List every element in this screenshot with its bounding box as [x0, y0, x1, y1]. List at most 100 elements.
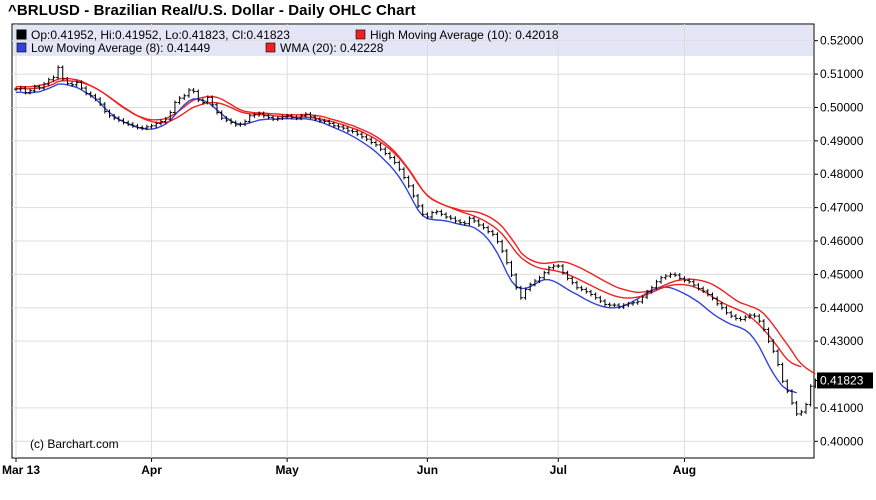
ohlc-bar	[177, 96, 182, 105]
ohlc-bar	[453, 216, 458, 223]
ohlc-bar	[584, 287, 589, 294]
ohlc-bar	[261, 111, 266, 118]
ohlc-bar	[579, 285, 584, 292]
ohlc-bar	[710, 292, 715, 301]
ohlc-bar	[205, 95, 210, 105]
ohlc-bar	[88, 91, 93, 98]
ohlc-bar	[696, 283, 701, 291]
ohlc-bar	[532, 279, 537, 287]
ohlc-bar	[785, 379, 790, 394]
ohlc-bar	[687, 278, 692, 284]
ohlc-bar	[481, 222, 486, 230]
y-tick-label: 0.41000	[820, 401, 864, 415]
ohlc-bar	[668, 272, 673, 279]
ohlc-bar	[233, 120, 238, 127]
y-tick-label: 0.49000	[820, 134, 864, 148]
copyright-text: (c) Barchart.com	[30, 437, 119, 451]
ohlc-bar	[537, 275, 542, 284]
ohlc-bar	[37, 84, 42, 91]
last-price-box	[817, 372, 873, 389]
ohlc-bar	[476, 218, 481, 227]
y-tick-label: 0.40000	[820, 434, 864, 448]
ohlc-bar	[224, 116, 229, 123]
ohlc-bar	[397, 160, 402, 172]
ohlc-bar	[107, 109, 112, 118]
ohlc-bar	[640, 295, 645, 304]
ohlc-bar	[705, 289, 710, 297]
ohlc-bar	[345, 126, 350, 133]
ohlc-bar	[322, 118, 327, 124]
ohlc-bar	[140, 125, 145, 131]
ohlc-bar	[602, 299, 607, 307]
ohlc-bar	[808, 384, 813, 407]
ohlc-bar	[504, 249, 509, 265]
ohlc-bar	[617, 303, 622, 310]
ohlc-bar	[238, 122, 243, 127]
ohlc-bar	[93, 93, 98, 102]
ohlc-bar	[645, 289, 650, 300]
ohlc-bar	[729, 310, 734, 319]
ohlc-bar	[51, 75, 56, 82]
ohlc-bar	[285, 113, 290, 119]
ohlc-bar	[163, 117, 168, 124]
ohlc-bar	[631, 300, 636, 306]
ohlc-bar	[158, 119, 163, 126]
ohlc-bar	[130, 122, 135, 128]
ohlc-bar	[738, 316, 743, 322]
ohlc-bar	[565, 270, 570, 281]
ohlc-bar	[378, 142, 383, 152]
ohlc-bar	[635, 299, 640, 305]
ohlc-bar	[383, 147, 388, 156]
ohlc-bar	[257, 111, 262, 117]
ohlc-bar	[771, 339, 776, 354]
ohlc-bar	[654, 279, 659, 290]
legend-swatch-ohlc	[16, 29, 27, 40]
ohlc-bar	[28, 88, 33, 95]
ohlc-bar	[551, 264, 556, 270]
ohlc-bar	[509, 260, 514, 278]
ohlc-bar	[691, 279, 696, 288]
ohlc-bar	[462, 220, 467, 226]
ohlc-bar	[724, 305, 729, 315]
ohlc-bar	[359, 132, 364, 139]
legend-swatch-low-ma	[16, 42, 27, 53]
ohlc-bar	[518, 285, 523, 300]
ohlc-bar	[23, 86, 28, 95]
x-tick-label: Jun	[417, 463, 438, 477]
ohlc-bar	[715, 296, 720, 306]
ohlc-bar	[673, 272, 678, 278]
legend-wma: WMA (20): 0.42228	[280, 41, 384, 55]
ohlc-bar	[215, 102, 220, 115]
ohlc-bar	[355, 129, 360, 137]
ohlc-bar	[780, 362, 785, 384]
ohlc-bar	[560, 264, 565, 275]
y-tick-label: 0.51000	[820, 67, 864, 81]
last-price-marker: 0.41823	[817, 372, 873, 389]
last-price-label: 0.41823	[820, 373, 864, 387]
ohlc-bar	[317, 117, 322, 123]
ohlc-bar	[588, 289, 593, 297]
ohlc-bar	[336, 123, 341, 129]
ohlc-bar	[663, 274, 668, 280]
ohlc-bar	[804, 402, 808, 414]
series-line-2	[15, 80, 802, 368]
ohlc-bar	[677, 273, 682, 281]
y-tick-label: 0.45000	[820, 267, 864, 281]
ohlc-bar	[327, 119, 332, 126]
ohlc-bar	[593, 292, 598, 300]
ohlc-bar	[149, 123, 154, 129]
ohlc-bar	[46, 77, 51, 87]
legend-swatch-high-ma	[355, 29, 366, 40]
ohlc-bar	[144, 124, 149, 131]
ohlc-bar	[621, 303, 626, 310]
chart-title: ^BRLUSD - Brazilian Real/U.S. Dollar - D…	[8, 2, 416, 19]
x-tick-label: Mar 13	[2, 463, 40, 477]
ohlc-bar	[102, 102, 107, 114]
ohlc-bar	[331, 121, 336, 128]
ohlc-bar	[70, 81, 75, 87]
ohlc-bar	[364, 134, 369, 142]
ohlc-bar	[607, 302, 612, 308]
ohlc-bar	[523, 287, 528, 300]
ohlc-bar	[299, 113, 304, 121]
